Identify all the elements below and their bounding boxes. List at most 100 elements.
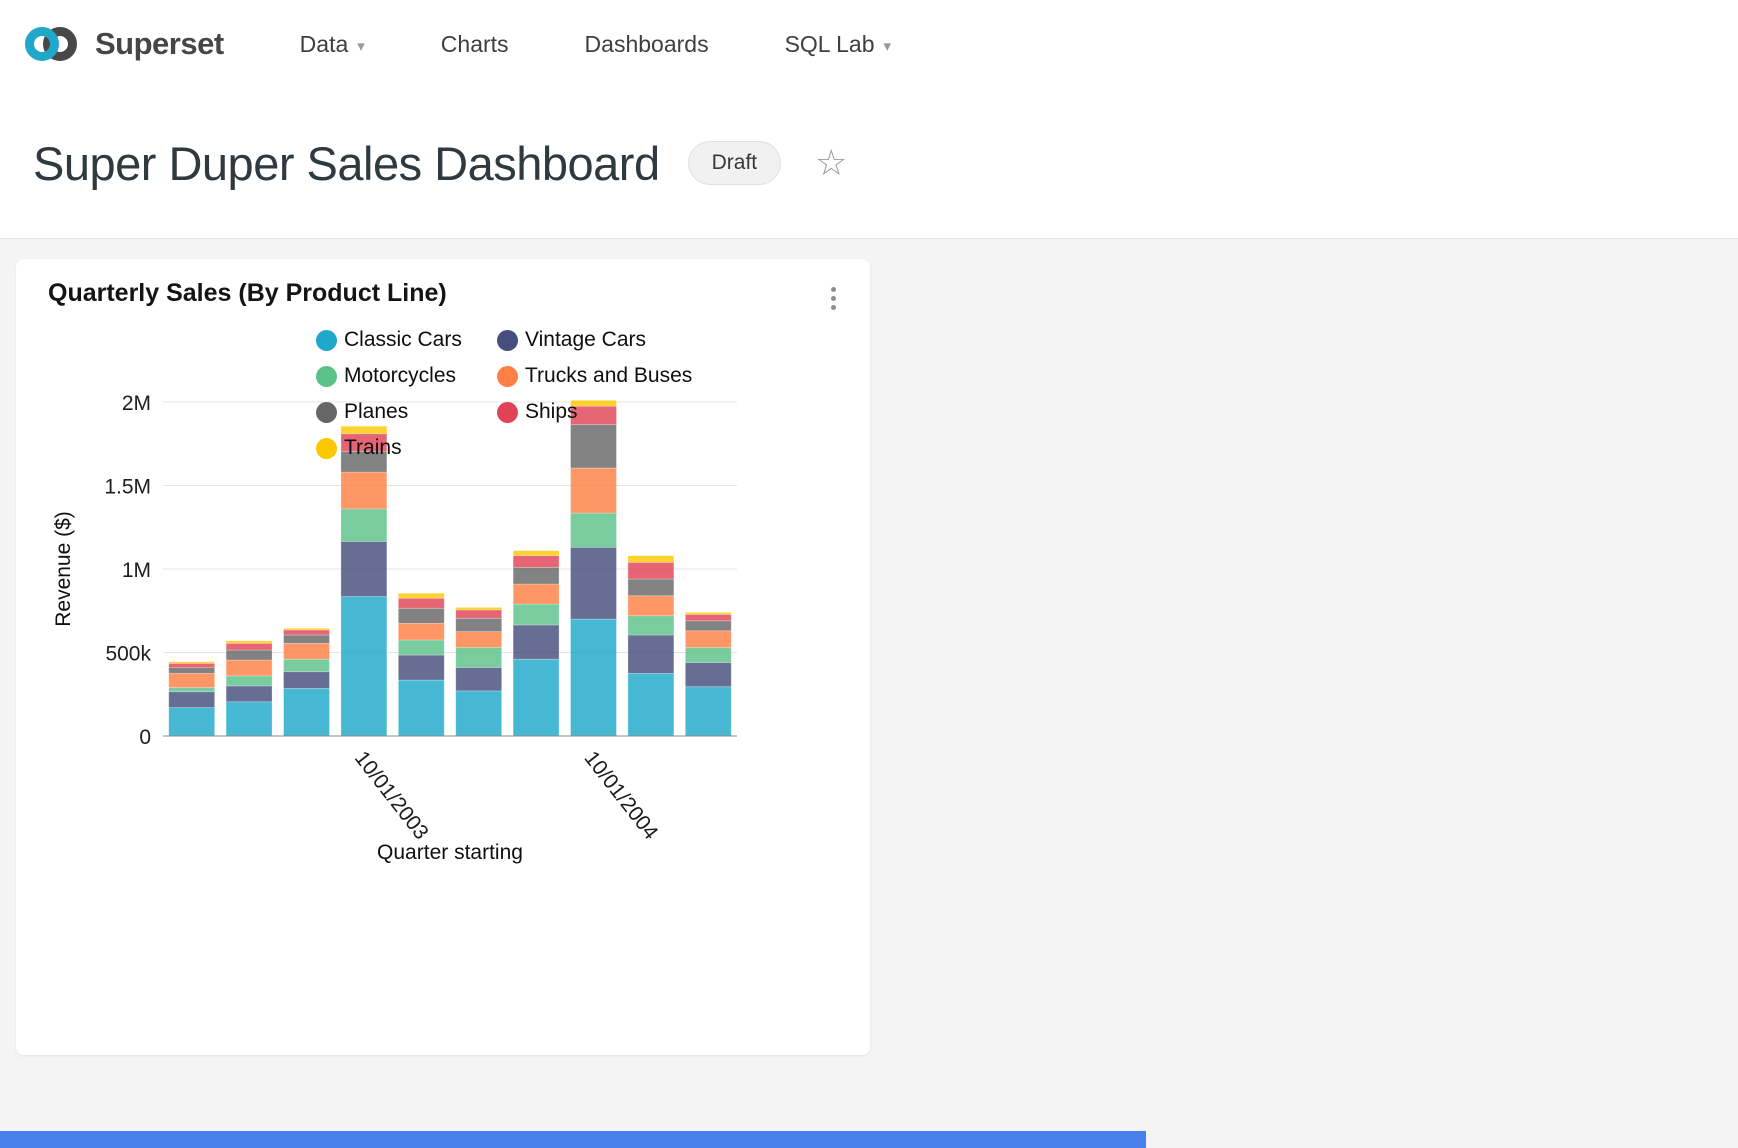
bar-segment[interactable]: [340, 425, 388, 435]
bar-segment[interactable]: [340, 541, 388, 597]
bar-segment[interactable]: [512, 603, 560, 626]
bar-segment[interactable]: [168, 673, 216, 688]
bar-segment[interactable]: [225, 659, 273, 677]
legend-label: Motorcycles: [344, 364, 457, 387]
bar-segment[interactable]: [283, 671, 330, 689]
bar-segment[interactable]: [397, 654, 445, 681]
bar-segment[interactable]: [168, 691, 216, 708]
bar-segment[interactable]: [397, 592, 445, 599]
x-tick-label: 10/01/2004: [580, 747, 663, 844]
bar-segment[interactable]: [397, 607, 445, 624]
bar-segment[interactable]: [570, 546, 617, 620]
bar-segment[interactable]: [168, 687, 216, 693]
nav-item-data[interactable]: Data ▾: [300, 31, 365, 58]
bar-segment[interactable]: [455, 647, 503, 668]
bar-segment[interactable]: [283, 629, 330, 636]
y-tick-label: 1.5M: [104, 476, 151, 499]
bar-segment[interactable]: [684, 614, 732, 622]
bar-segment[interactable]: [283, 658, 330, 673]
bar-segment[interactable]: [627, 673, 675, 737]
bar-segment[interactable]: [627, 634, 675, 674]
bar-segment[interactable]: [570, 512, 617, 548]
nav-item-label: Data: [299, 30, 349, 57]
bar-segment[interactable]: [455, 690, 503, 737]
bar-segment[interactable]: [340, 433, 388, 452]
bar-segment[interactable]: [512, 658, 560, 737]
bar-segment[interactable]: [570, 424, 617, 469]
legend-item[interactable]: Planes: [316, 394, 497, 430]
legend-label: Trucks and Buses: [525, 364, 693, 387]
bar-segment[interactable]: [455, 609, 503, 619]
bar-segment[interactable]: [570, 618, 617, 737]
bar-segment[interactable]: [512, 550, 560, 557]
y-axis-title: Revenue ($): [52, 511, 75, 627]
bar-segment[interactable]: [570, 467, 617, 514]
nav-item-dashboards[interactable]: Dashboards: [585, 31, 709, 58]
bar-segment[interactable]: [627, 595, 675, 617]
bar-segment[interactable]: [397, 679, 445, 737]
bar-segment[interactable]: [627, 561, 675, 580]
legend-dot-icon: [316, 401, 337, 423]
bar-segment[interactable]: [570, 399, 617, 407]
kebab-menu-icon[interactable]: [821, 279, 846, 318]
bar-segment[interactable]: [627, 578, 675, 597]
y-tick-label: 2M: [122, 392, 151, 415]
bar-segment[interactable]: [340, 596, 388, 737]
bar-segment[interactable]: [512, 624, 560, 660]
bar-segment[interactable]: [397, 597, 445, 609]
bar-segment[interactable]: [455, 631, 503, 648]
bar-segment[interactable]: [168, 661, 216, 664]
chart-card: Quarterly Sales (By Product Line) Classi…: [16, 259, 870, 1055]
caret-down-icon: ▾: [883, 37, 892, 55]
bar-segment[interactable]: [225, 701, 273, 737]
bar-segment[interactable]: [684, 620, 732, 632]
bar-segment[interactable]: [168, 667, 216, 674]
nav-item-label: Charts: [440, 30, 509, 57]
bar-segment[interactable]: [168, 662, 216, 668]
bar-segment[interactable]: [397, 639, 445, 656]
bar-segment[interactable]: [684, 662, 732, 688]
bar-segment[interactable]: [225, 640, 273, 644]
bar-segment[interactable]: [283, 634, 330, 644]
y-tick-label: 1M: [122, 559, 151, 582]
dashboard-grid: Quarterly Sales (By Product Line) Classi…: [0, 239, 1738, 1055]
legend-dot-icon: [497, 329, 518, 351]
bar-segment[interactable]: [512, 566, 560, 585]
bar-segment[interactable]: [225, 685, 273, 703]
bar-segment[interactable]: [455, 617, 503, 633]
bar-segment[interactable]: [455, 607, 503, 611]
nav-item-sql-lab[interactable]: SQL Lab ▾: [785, 31, 891, 58]
legend-item[interactable]: Ships: [497, 394, 692, 430]
bar-segment[interactable]: [627, 615, 675, 636]
bar-segment[interactable]: [455, 667, 503, 692]
bar-segment[interactable]: [627, 555, 675, 563]
superset-logo[interactable]: Superset: [20, 23, 224, 65]
legend-item[interactable]: Motorcycles: [316, 358, 497, 394]
bar-segment[interactable]: [225, 675, 273, 687]
bar-segment[interactable]: [684, 686, 732, 737]
bar-segment[interactable]: [283, 642, 330, 660]
favorite-star-icon[interactable]: ☆: [811, 141, 851, 185]
bar-segment[interactable]: [283, 688, 330, 737]
bar-segment[interactable]: [397, 622, 445, 641]
legend-item[interactable]: Vintage Cars: [497, 322, 692, 358]
legend-dot-icon: [316, 365, 337, 387]
bar-segment[interactable]: [225, 649, 273, 661]
bar-segment[interactable]: [283, 627, 330, 631]
stacked-bar-plot: 0 500k 1M 1.5M 2M 10/01/2003 10/01/2004 Quarter…: [52, 392, 737, 864]
bar-segment[interactable]: [168, 707, 216, 737]
legend-item[interactable]: Trains: [316, 430, 497, 466]
bar-segment[interactable]: [684, 647, 732, 663]
legend-item[interactable]: Trucks and Buses: [497, 358, 692, 394]
nav-item-charts[interactable]: Charts: [441, 31, 509, 58]
legend-label: Ships: [525, 400, 578, 423]
bar-segment[interactable]: [512, 583, 560, 605]
legend-item[interactable]: Classic Cars: [316, 322, 497, 358]
bar-segment[interactable]: [512, 555, 560, 568]
nav-item-label: Dashboards: [584, 30, 709, 57]
bar-segment[interactable]: [340, 471, 388, 510]
bar-segment[interactable]: [225, 642, 273, 651]
bar-segment[interactable]: [684, 612, 732, 615]
bar-segment[interactable]: [340, 508, 388, 542]
bar-segment[interactable]: [684, 630, 732, 648]
